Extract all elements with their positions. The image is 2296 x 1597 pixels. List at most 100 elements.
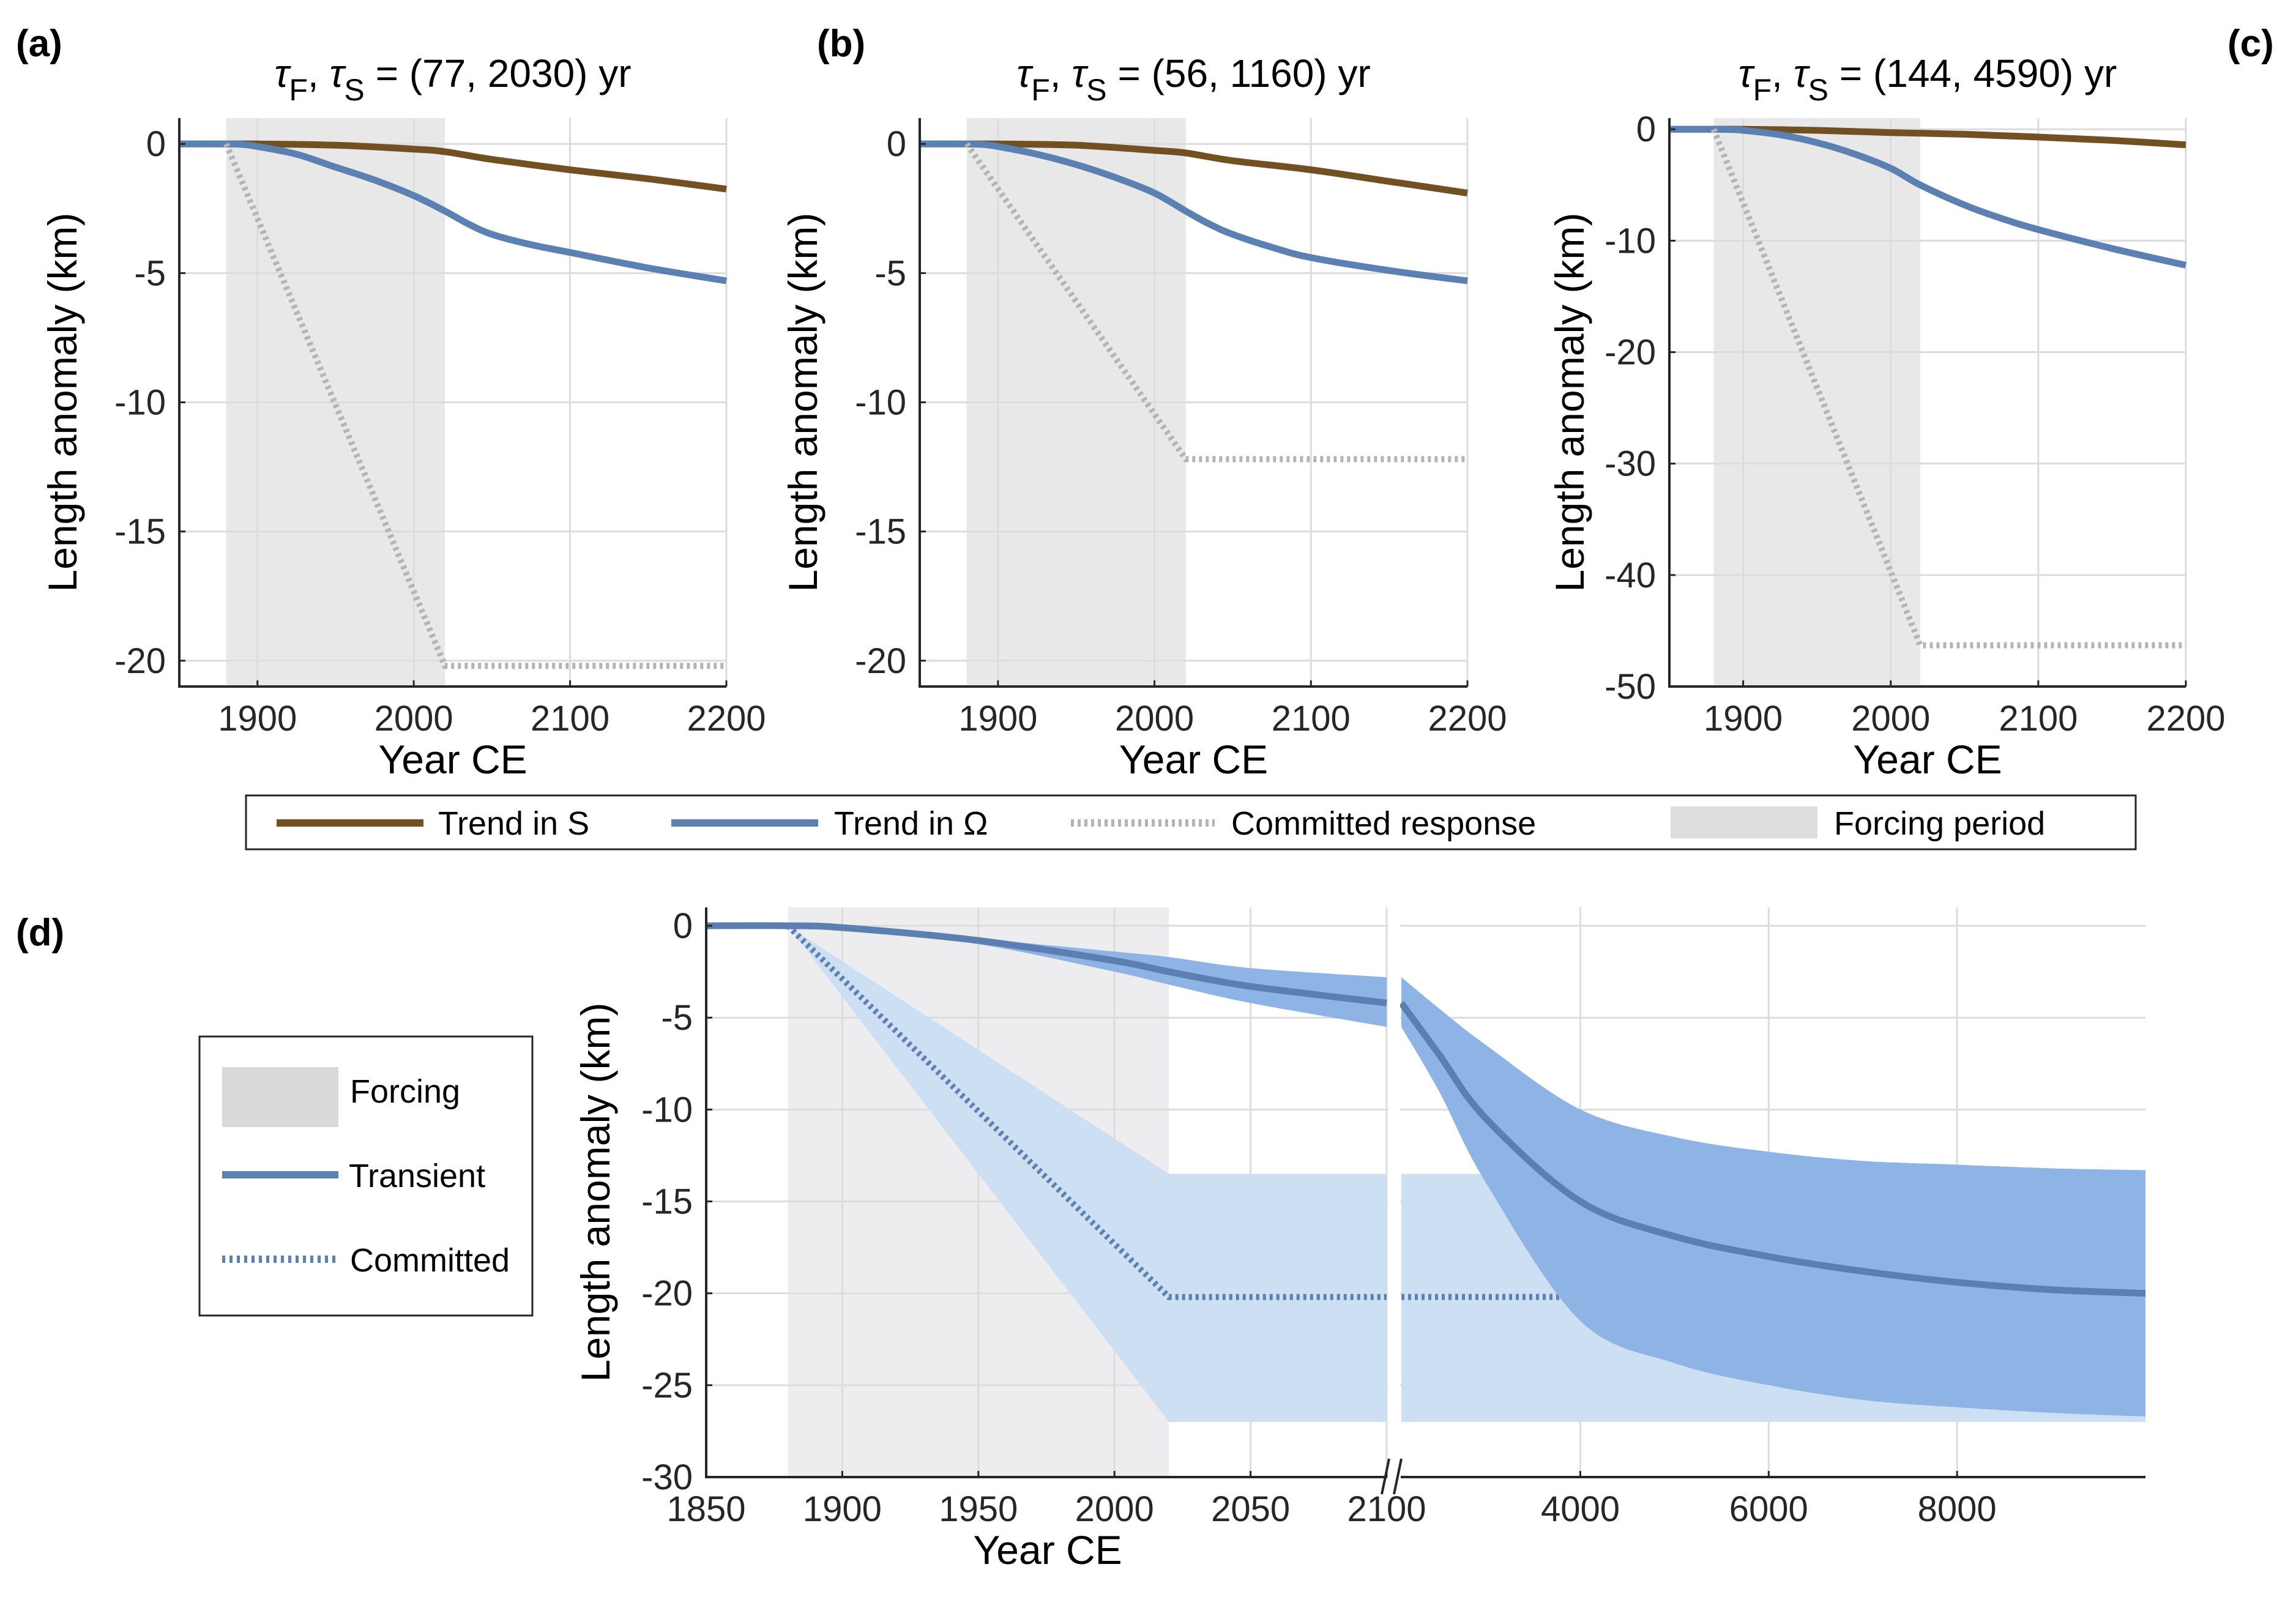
x-tick-label: 8000: [1918, 1489, 1997, 1529]
axis-break-mark: [1381, 1458, 1390, 1495]
y-tick-label: -5: [134, 253, 166, 293]
y-tick-label: -20: [1605, 333, 1656, 373]
y-axis-label: Length anomaly (km): [40, 213, 85, 592]
title-tau: τ: [329, 51, 346, 95]
trend-omega-line: [179, 140, 727, 285]
d-legend-swatch-forcing: [222, 1067, 338, 1127]
x-tick-label: 6000: [1729, 1489, 1808, 1529]
top-legend-box: [245, 794, 2137, 851]
y-tick-label: -30: [1605, 444, 1656, 484]
committed-response-line: [964, 142, 1467, 463]
y-tick-label: 0: [673, 906, 693, 946]
y-tick-label: -15: [641, 1182, 693, 1222]
x-axis-label: Year CE: [973, 1527, 1122, 1573]
x-tick-label: 2200: [1428, 699, 1507, 739]
y-tick-label: -20: [114, 641, 166, 681]
y-tick-label: -20: [641, 1274, 693, 1314]
d-legend-label-committed: Committed: [350, 1242, 510, 1279]
x-tick-label: 1900: [958, 699, 1037, 739]
title-sub-f: F: [1753, 73, 1772, 107]
x-tick-label: 2050: [1211, 1489, 1290, 1529]
d-legend-label-forcing: Forcing: [350, 1073, 460, 1110]
transient-range-band: [1401, 977, 2145, 1416]
d-legend: Forcing Transient Committed: [198, 1035, 534, 1317]
title-comma: ,: [308, 51, 330, 95]
y-axis-label: Length anomaly (km): [780, 213, 826, 592]
title-tau: τ: [1072, 51, 1089, 95]
committed-response-line: [223, 143, 726, 669]
x-axis-label: Year CE: [378, 737, 527, 782]
x-tick-label: 2000: [1851, 699, 1930, 739]
x-tick-label: 1950: [939, 1489, 1018, 1529]
y-axis-label: Length anomaly (km): [573, 1003, 618, 1382]
x-tick-label: 2200: [2146, 699, 2225, 739]
y-tick-label: -5: [874, 253, 906, 293]
transient-line: [1398, 1000, 2146, 1297]
title-sub-f: F: [289, 73, 308, 107]
y-tick-label: -15: [855, 512, 906, 552]
y-tick-label: -40: [1605, 556, 1656, 595]
x-tick-label: 2100: [531, 699, 609, 739]
x-axis-label: Year CE: [1119, 737, 1268, 782]
trend-omega-line: [1669, 125, 2187, 269]
legend-label-trend-s: Trend in S: [438, 805, 589, 842]
panel-d: 1850 1900 1950 2000 2050 2100 4000 6000 8000 0 -5 -…: [573, 906, 2146, 1573]
legend-label-trend-omega: Trend in Ω: [834, 805, 988, 842]
x-tick-label: 1900: [803, 1489, 882, 1529]
y-axis-label: Length anomaly (km): [1547, 213, 1592, 592]
y-tick-label: -20: [855, 641, 906, 681]
d-legend-label-transient: Transient: [349, 1158, 485, 1194]
y-tick-label: -25: [641, 1366, 693, 1405]
y-tick-label: -5: [661, 998, 693, 1038]
y-tick-label: -50: [1605, 667, 1656, 707]
title-values: = (144, 4590) yr: [1828, 51, 2117, 95]
axis-break-mark: [1393, 1458, 1403, 1495]
transient-line: [706, 922, 1387, 1007]
title-tau: τ: [1016, 51, 1034, 95]
y-tick-label: 0: [146, 124, 166, 164]
top-legend: Trend in S Trend in Ω Committed response…: [245, 794, 2137, 851]
committed-line: [785, 923, 1387, 1300]
panel-label-d: (d): [16, 912, 64, 954]
title-comma: ,: [1050, 51, 1072, 95]
title-tau: τ: [274, 51, 291, 95]
x-tick-label: 2100: [1999, 699, 2078, 739]
panel-label-a: (a): [16, 23, 62, 65]
y-tick-label: 0: [887, 124, 906, 164]
y-tick-label: -30: [641, 1457, 693, 1497]
trend-omega-line: [919, 140, 1468, 285]
axis-break-gap: [1388, 907, 1400, 1476]
x-tick-label: 2100: [1347, 1489, 1426, 1529]
y-tick-label: -10: [114, 383, 166, 423]
legend-label-forcing: Forcing period: [1834, 805, 2045, 842]
y-tick-label: -10: [1605, 221, 1656, 261]
legend-label-committed: Committed response: [1231, 805, 1536, 842]
x-tick-label: 4000: [1541, 1489, 1620, 1529]
x-tick-label: 1850: [666, 1489, 745, 1529]
x-tick-label: 2000: [375, 699, 453, 739]
title-sub-s: S: [1808, 73, 1828, 107]
x-tick-label: 2000: [1115, 699, 1194, 739]
title-sub-s: S: [344, 73, 364, 107]
title-sub-s: S: [1086, 73, 1106, 107]
y-tick-label: -15: [114, 512, 166, 552]
x-tick-label: 2000: [1075, 1489, 1154, 1529]
title-values: = (77, 2030) yr: [365, 51, 632, 95]
title-sub-f: F: [1031, 73, 1050, 107]
axes-frame: [178, 118, 726, 688]
y-tick-label: -10: [641, 1090, 693, 1130]
title-tau: τ: [1739, 51, 1756, 95]
y-tick-label: 0: [1636, 110, 1656, 149]
panel-label-c: (c): [2227, 23, 2274, 65]
panel-title: τF, τS = (77, 2030) yr: [274, 51, 631, 107]
panel-title: τF, τS = (144, 4590) yr: [1739, 51, 2117, 107]
x-tick-label: 2100: [1272, 699, 1351, 739]
x-axis-label: Year CE: [1853, 737, 2002, 782]
legend-swatch-forcing: [1671, 806, 1817, 838]
forcing-period-patch: [1713, 118, 1920, 687]
x-tick-label: 1900: [218, 699, 297, 739]
axes-frame: [919, 118, 1467, 688]
